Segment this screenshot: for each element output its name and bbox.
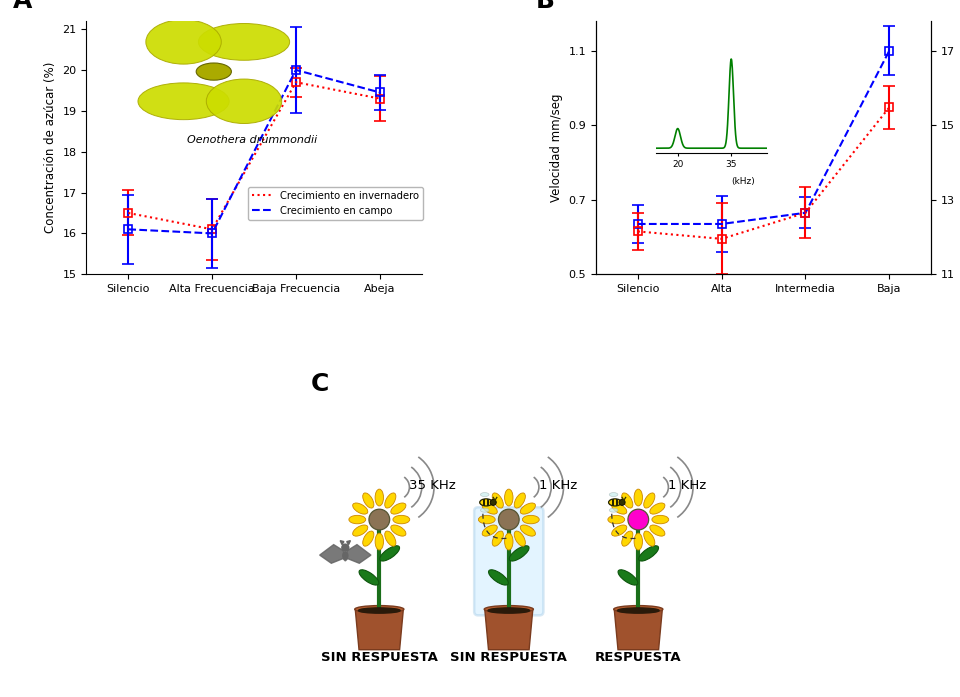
Ellipse shape bbox=[393, 515, 410, 523]
Text: 1 KHz: 1 KHz bbox=[539, 479, 577, 492]
Ellipse shape bbox=[482, 525, 497, 536]
Circle shape bbox=[498, 510, 519, 530]
Ellipse shape bbox=[520, 503, 536, 514]
Ellipse shape bbox=[520, 525, 536, 536]
Ellipse shape bbox=[610, 508, 618, 512]
Y-axis label: Concentración de azúcar %: Concentración de azúcar % bbox=[959, 66, 960, 229]
Ellipse shape bbox=[391, 503, 406, 514]
Text: SIN RESPUESTA: SIN RESPUESTA bbox=[321, 651, 438, 664]
Ellipse shape bbox=[206, 79, 281, 123]
Ellipse shape bbox=[488, 608, 530, 613]
Ellipse shape bbox=[385, 493, 396, 508]
FancyBboxPatch shape bbox=[474, 507, 543, 615]
Ellipse shape bbox=[352, 525, 368, 536]
Ellipse shape bbox=[480, 499, 492, 506]
Ellipse shape bbox=[489, 569, 509, 585]
Polygon shape bbox=[340, 541, 344, 544]
Ellipse shape bbox=[618, 569, 637, 585]
Polygon shape bbox=[355, 609, 403, 650]
Ellipse shape bbox=[644, 531, 655, 546]
Text: C: C bbox=[311, 372, 329, 396]
Ellipse shape bbox=[609, 499, 621, 506]
Text: 1 KHz: 1 KHz bbox=[668, 479, 707, 492]
Ellipse shape bbox=[484, 606, 534, 613]
Ellipse shape bbox=[342, 551, 348, 560]
Text: A: A bbox=[12, 0, 32, 13]
Ellipse shape bbox=[644, 493, 655, 508]
Circle shape bbox=[341, 544, 349, 552]
Ellipse shape bbox=[363, 531, 373, 546]
Ellipse shape bbox=[375, 489, 383, 506]
Ellipse shape bbox=[385, 531, 396, 546]
Ellipse shape bbox=[635, 533, 642, 550]
Ellipse shape bbox=[480, 508, 489, 512]
Ellipse shape bbox=[612, 525, 627, 536]
Ellipse shape bbox=[613, 606, 662, 613]
Text: Oenothera drummondii: Oenothera drummondii bbox=[187, 135, 317, 144]
Circle shape bbox=[619, 500, 625, 505]
Ellipse shape bbox=[617, 608, 660, 613]
Ellipse shape bbox=[650, 503, 665, 514]
Y-axis label: Concentración de azúcar (%): Concentración de azúcar (%) bbox=[44, 62, 57, 233]
Text: 35 KHz: 35 KHz bbox=[409, 479, 456, 492]
Circle shape bbox=[369, 510, 390, 530]
Bar bbox=[487, 498, 489, 506]
Polygon shape bbox=[614, 609, 662, 650]
Ellipse shape bbox=[478, 515, 495, 523]
Bar bbox=[612, 498, 614, 506]
Polygon shape bbox=[485, 609, 533, 650]
Ellipse shape bbox=[380, 546, 399, 561]
Polygon shape bbox=[320, 544, 371, 563]
Bar bbox=[484, 498, 486, 506]
Ellipse shape bbox=[515, 493, 525, 508]
Circle shape bbox=[628, 510, 649, 530]
Ellipse shape bbox=[492, 531, 503, 546]
Ellipse shape bbox=[138, 83, 229, 120]
Circle shape bbox=[196, 63, 231, 80]
Polygon shape bbox=[347, 541, 350, 544]
Ellipse shape bbox=[482, 503, 497, 514]
Ellipse shape bbox=[622, 493, 633, 508]
Ellipse shape bbox=[650, 525, 665, 536]
Ellipse shape bbox=[358, 608, 400, 613]
Ellipse shape bbox=[610, 493, 618, 496]
Ellipse shape bbox=[199, 24, 290, 60]
Ellipse shape bbox=[352, 503, 368, 514]
Ellipse shape bbox=[612, 503, 627, 514]
Text: RESPUESTA: RESPUESTA bbox=[595, 651, 682, 664]
Text: B: B bbox=[536, 0, 555, 13]
Ellipse shape bbox=[515, 531, 525, 546]
Ellipse shape bbox=[355, 606, 404, 613]
Ellipse shape bbox=[375, 533, 383, 550]
Ellipse shape bbox=[492, 493, 503, 508]
Ellipse shape bbox=[652, 515, 669, 523]
Ellipse shape bbox=[622, 531, 633, 546]
Text: SIN RESPUESTA: SIN RESPUESTA bbox=[450, 651, 567, 664]
Ellipse shape bbox=[391, 525, 406, 536]
Circle shape bbox=[491, 500, 496, 505]
Ellipse shape bbox=[635, 489, 642, 506]
Y-axis label: Velocidad mm/seg: Velocidad mm/seg bbox=[550, 93, 563, 202]
Ellipse shape bbox=[146, 20, 222, 64]
Legend: Crecimiento en invernadero, Crecimiento en campo: Crecimiento en invernadero, Crecimiento … bbox=[249, 187, 423, 220]
Ellipse shape bbox=[480, 493, 489, 496]
Ellipse shape bbox=[505, 533, 513, 550]
Bar bbox=[615, 498, 617, 506]
Ellipse shape bbox=[359, 569, 379, 585]
Ellipse shape bbox=[363, 493, 373, 508]
Ellipse shape bbox=[505, 489, 513, 506]
Ellipse shape bbox=[509, 546, 529, 561]
Ellipse shape bbox=[638, 546, 659, 561]
Ellipse shape bbox=[348, 515, 366, 523]
Ellipse shape bbox=[522, 515, 540, 523]
Ellipse shape bbox=[608, 515, 625, 523]
